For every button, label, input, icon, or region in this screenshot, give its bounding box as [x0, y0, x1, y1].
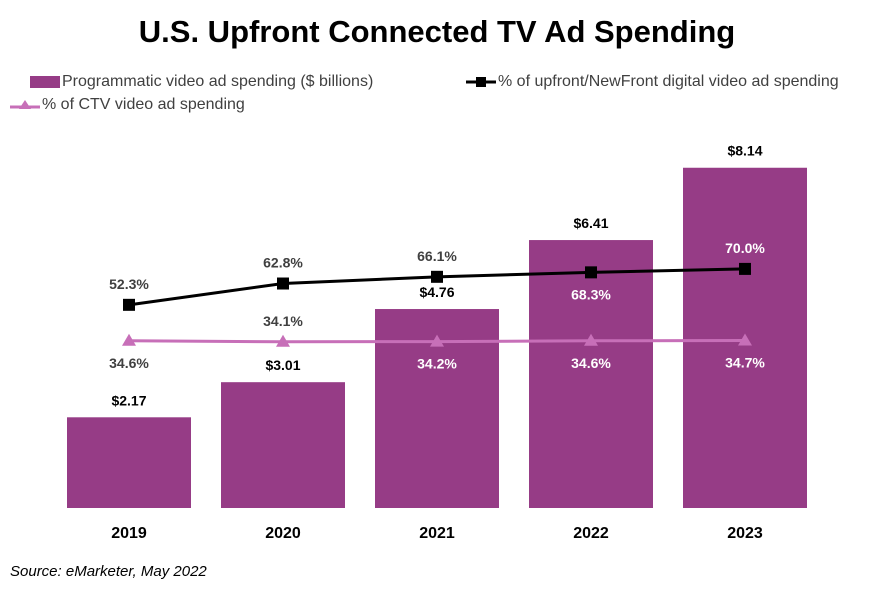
bar-swatch-icon: [30, 76, 60, 88]
point-value-label: 34.6%: [571, 355, 611, 371]
x-tick-label: 2023: [727, 525, 763, 542]
bar: [221, 382, 345, 508]
square-marker: [431, 270, 443, 283]
legend-label: Programmatic video ad spending ($ billio…: [62, 73, 374, 90]
point-value-label: 66.1%: [417, 248, 457, 264]
bar-value-label: $3.01: [265, 357, 300, 373]
triangle-marker: [430, 334, 444, 347]
triangle-marker: [276, 334, 290, 347]
triangle-marker: [738, 333, 752, 346]
point-value-label: 34.6%: [109, 355, 149, 371]
point-value-label: 70.0%: [725, 240, 765, 256]
bar-value-label: $2.17: [111, 392, 146, 408]
point-value-label: 68.3%: [571, 286, 611, 302]
square-line-swatch-icon: [466, 77, 496, 87]
x-tick-label: 2021: [419, 525, 455, 542]
point-value-label: 34.2%: [417, 356, 457, 372]
source-note: Source: eMarketer, May 2022: [10, 563, 207, 580]
square-marker: [585, 266, 597, 279]
square-marker: [739, 262, 751, 275]
x-tick-label: 2020: [265, 525, 301, 542]
point-value-label: 52.3%: [109, 276, 149, 292]
point-value-label: 62.8%: [263, 255, 303, 271]
bar: [67, 417, 191, 508]
bar-value-label: $8.14: [727, 143, 762, 159]
legend-item-pink-line: % of CTV video ad spending: [10, 96, 245, 114]
triangle-marker: [122, 333, 136, 346]
bar-value-label: $6.41: [573, 215, 608, 231]
x-tick-label: 2022: [573, 525, 609, 542]
point-value-label: 34.7%: [725, 355, 765, 371]
square-marker: [123, 298, 135, 311]
triangle-line-swatch-icon: [10, 100, 40, 109]
point-value-label: 34.1%: [263, 313, 303, 329]
legend-label: % of CTV video ad spending: [42, 96, 245, 113]
triangle-marker: [584, 333, 598, 346]
bar-value-label: $4.76: [419, 284, 454, 300]
legend-label: % of upfront/NewFront digital video ad s…: [498, 73, 839, 90]
legend-item-black-line: % of upfront/NewFront digital video ad s…: [466, 73, 839, 91]
chart-title: U.S. Upfront Connected TV Ad Spending: [138, 14, 736, 49]
square-marker: [277, 277, 289, 290]
x-tick-label: 2019: [111, 525, 147, 542]
bar: [529, 240, 653, 508]
legend-item-bars: Programmatic video ad spending ($ billio…: [30, 73, 373, 91]
